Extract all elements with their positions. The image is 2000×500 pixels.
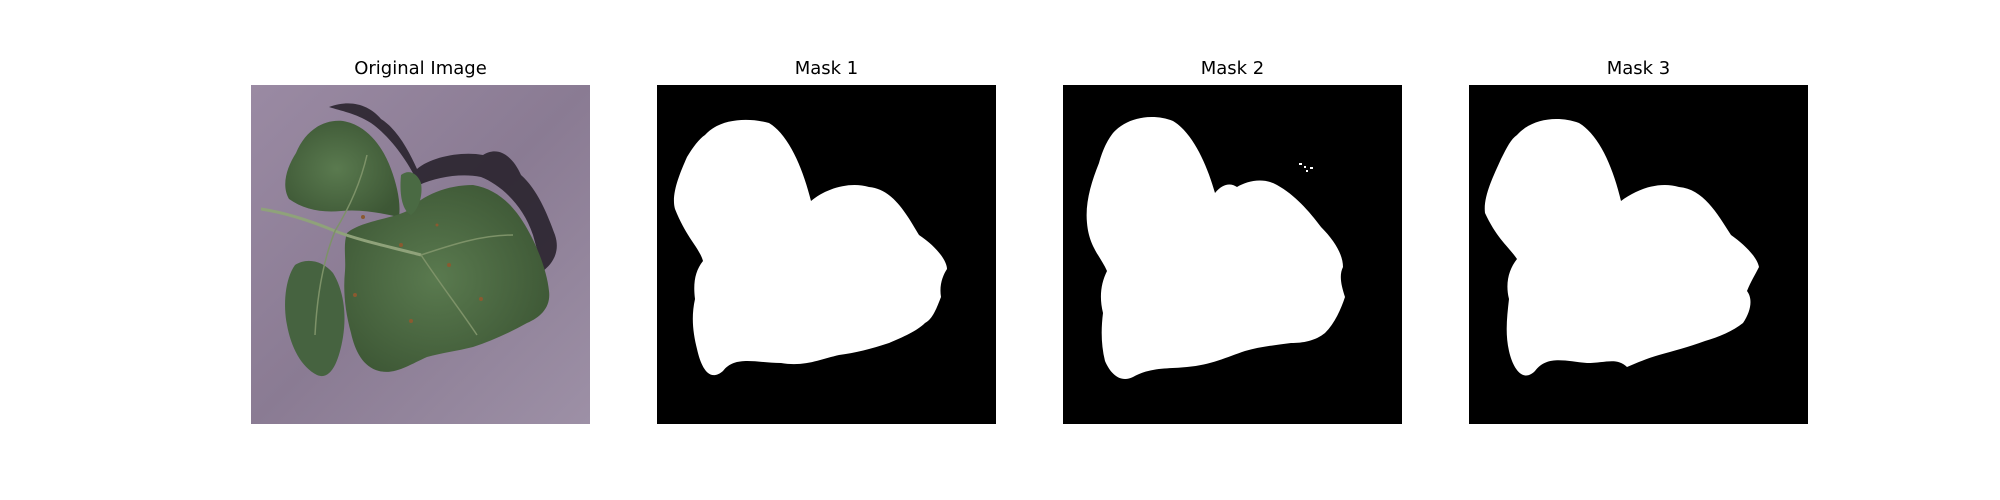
mask-3-panel: Mask 3 bbox=[1469, 57, 1808, 437]
mask-2-panel: Mask 2 bbox=[1063, 57, 1402, 437]
original-image-title: Original Image bbox=[251, 57, 590, 81]
original-image-panel: Original Image bbox=[251, 57, 590, 437]
mask-1-image bbox=[657, 85, 996, 424]
mask-3-title: Mask 3 bbox=[1469, 57, 1808, 81]
mask-3-axes bbox=[1469, 85, 1808, 424]
mask-1-title: Mask 1 bbox=[657, 57, 996, 81]
mask-1-axes bbox=[657, 85, 996, 424]
original-leaf-photo bbox=[251, 85, 590, 424]
mask-2-title: Mask 2 bbox=[1063, 57, 1402, 81]
original-image-axes bbox=[251, 85, 590, 424]
mask-2-axes bbox=[1063, 85, 1402, 424]
mask-1-panel: Mask 1 bbox=[657, 57, 996, 437]
mask-3-image bbox=[1469, 85, 1808, 424]
mask-2-image bbox=[1063, 85, 1402, 424]
